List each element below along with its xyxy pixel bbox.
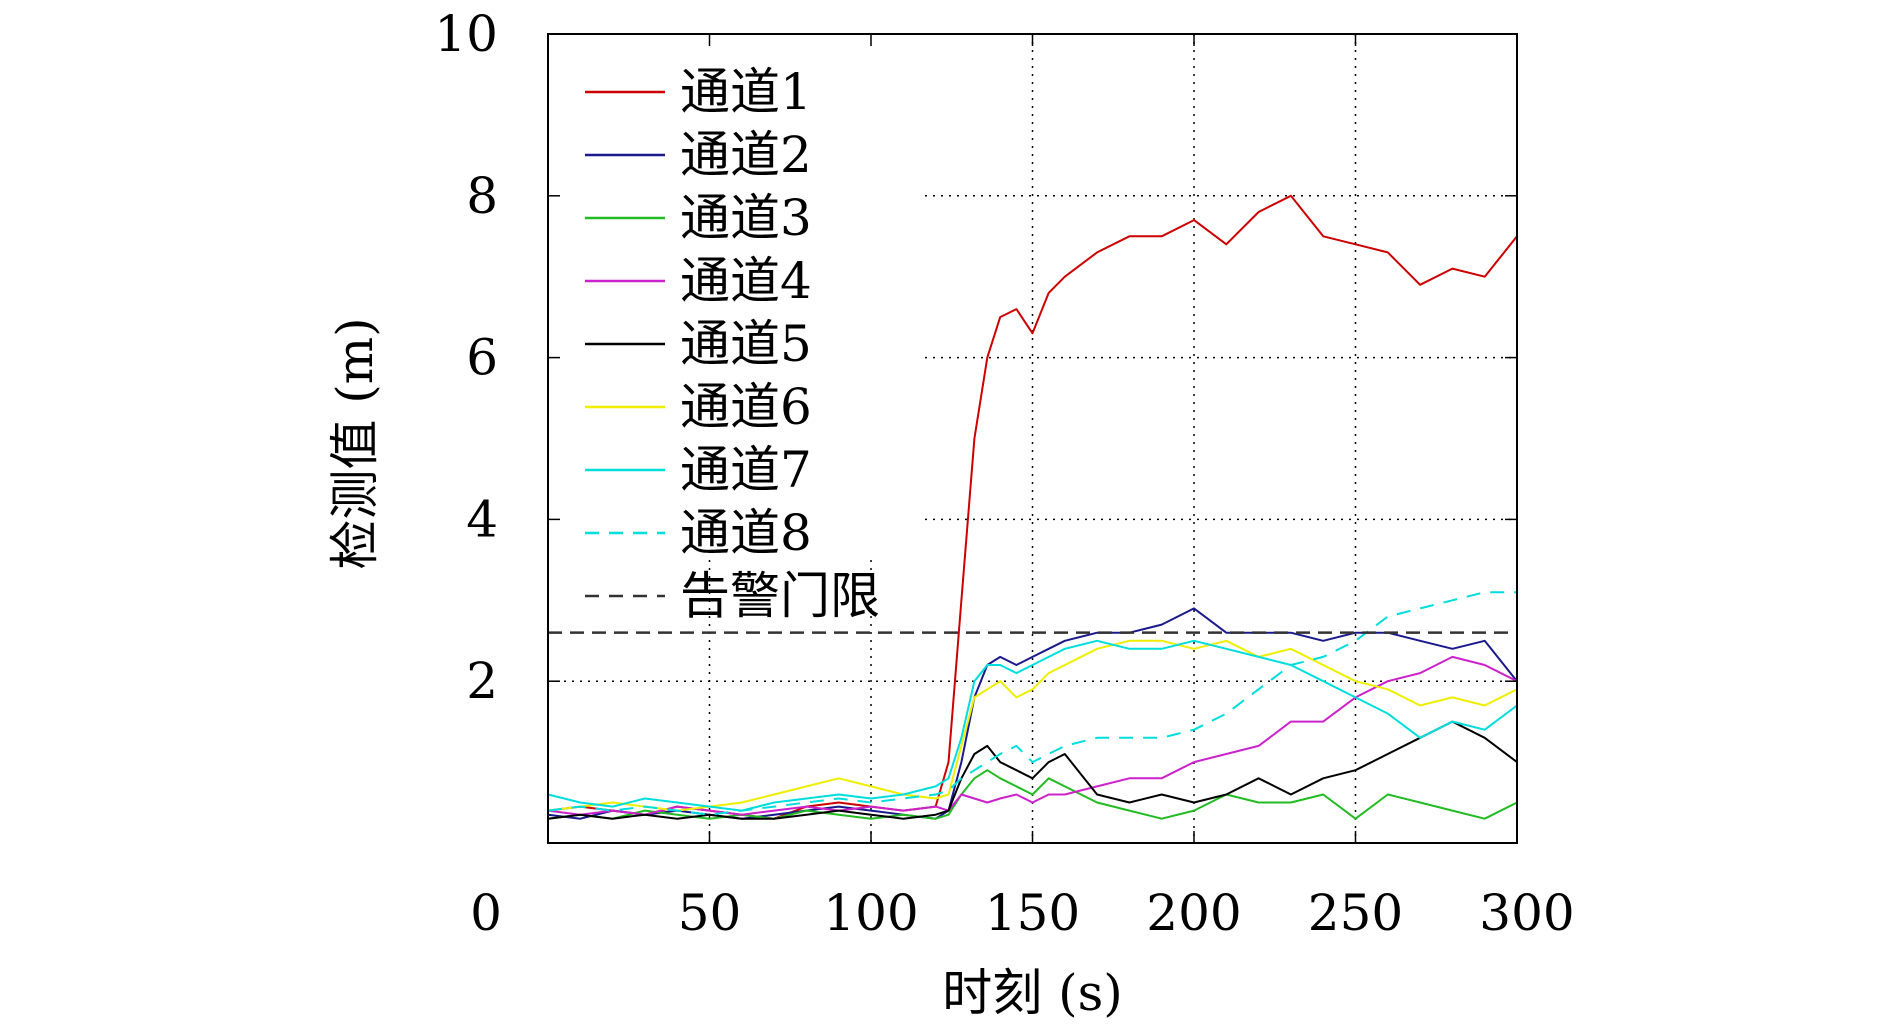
x-tick-label: 0	[470, 884, 502, 942]
series-line-8	[547, 591, 1517, 816]
tick-group: 0 50 100 150 200 250 300 2 4 6 8 10	[434, 5, 1574, 942]
legend-label: 通道6	[680, 378, 812, 436]
legend-label: 通道5	[680, 315, 812, 373]
y-tick-label: 8	[466, 167, 498, 225]
x-tick-label: 50	[678, 884, 742, 942]
x-tick-label: 250	[1308, 884, 1403, 942]
x-tick-label: 150	[985, 884, 1080, 942]
x-tick-label: 300	[1479, 884, 1574, 942]
x-tick-label: 100	[823, 884, 918, 942]
series-line-7	[547, 639, 1518, 812]
legend-label: 通道2	[680, 126, 812, 184]
legend-label: 通道3	[680, 189, 812, 247]
legend-label: 通道8	[680, 504, 812, 562]
legend-label: 通道1	[680, 63, 812, 121]
series-line-4	[547, 655, 1518, 816]
legend-label: 通道4	[680, 252, 812, 310]
y-tick-label: 6	[466, 329, 498, 387]
y-tick-label: 2	[466, 652, 498, 710]
x-tick-label: 200	[1146, 884, 1241, 942]
x-axis-label: 时刻 (s)	[942, 964, 1123, 1022]
series-line-6	[547, 639, 1518, 812]
legend-label: 通道7	[680, 441, 812, 499]
y-tick-label: 10	[434, 5, 498, 63]
grid	[548, 34, 1517, 843]
y-tick-label: 4	[466, 490, 498, 548]
series-group	[547, 194, 1518, 820]
series-line-3	[547, 769, 1518, 820]
series-line-5	[547, 720, 1518, 820]
y-axis-label: 检测值 (m)	[326, 317, 384, 569]
legend-label: 告警门限	[680, 567, 880, 625]
